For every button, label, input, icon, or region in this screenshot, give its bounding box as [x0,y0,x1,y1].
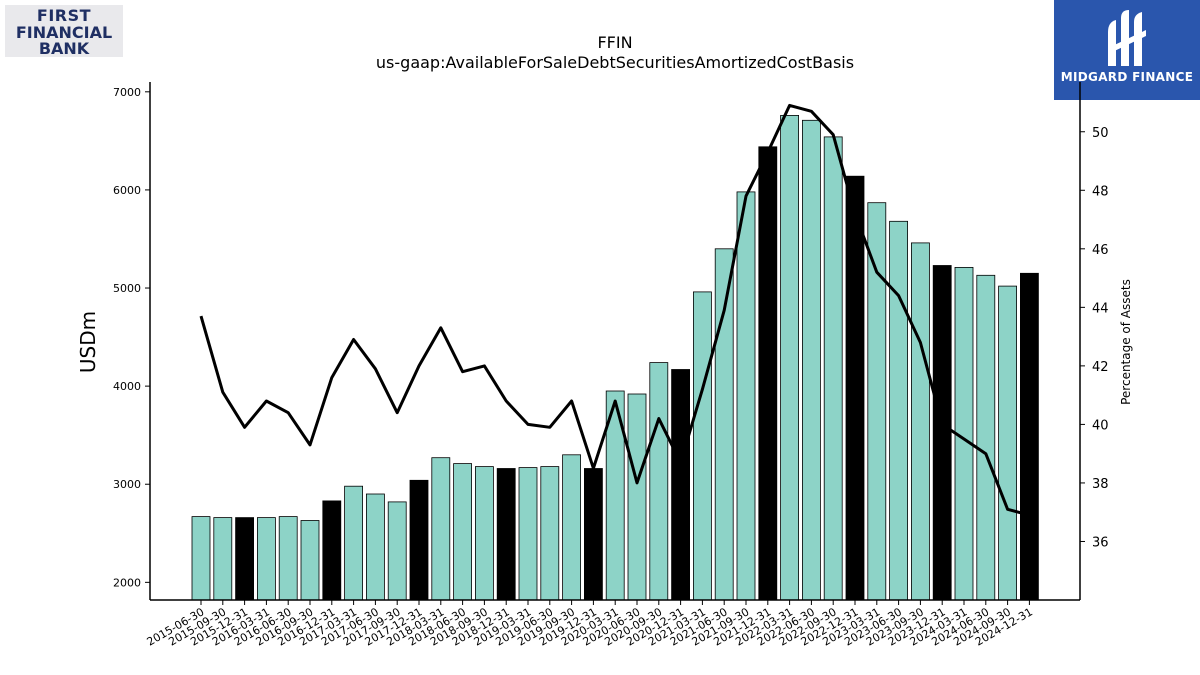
bar-2017-03-31 [344,485,364,601]
bar-2018-03-31 [431,457,451,601]
bar-2017-09-30 [387,501,407,601]
bar-2019-09-30 [562,454,581,601]
bar-2020-12-31 [671,369,690,601]
bar-2024-09-30 [998,285,1017,601]
bar-2022-06-30 [802,119,821,601]
bar-2018-12-31 [496,468,516,601]
axes: 2000 3000 4000 5000 6000 7000 36 38 40 42 44 46 48 50… [113,82,1109,649]
bar-2016-03-31 [256,517,276,601]
y2-tick-label: 40 [1092,418,1109,433]
bar-2020-06-30 [627,393,647,601]
y2-tick-label: 42 [1092,360,1109,375]
bar-2019-06-30 [540,466,560,601]
bar-2018-09-30 [474,466,494,601]
bar-series [191,115,1039,601]
y-tick-label: 2000 [113,576,141,589]
logo-right-text: MIDGARD FINANCE [1060,70,1194,84]
bar-2015-12-31 [235,517,255,601]
logo-left-line2: FINANCIAL [15,23,113,42]
y-tick-label: 4000 [113,380,141,393]
first-financial-bank-logo: FIRST FINANCIAL BANK [5,5,123,58]
y2-axis-label: Percentage of Assets [1119,279,1133,405]
bar-2018-06-30 [453,463,473,601]
bar-2023-03-31 [867,202,887,601]
bar-2016-12-31 [322,500,342,601]
bar-2020-09-30 [649,362,669,601]
y-tick-label: 6000 [113,184,141,197]
bar-2016-06-30 [278,516,298,601]
chart-title: FFIN [597,33,632,52]
bar-2015-09-30 [213,517,233,601]
bar-2024-06-30 [976,274,996,601]
bar-2021-06-30 [714,248,734,601]
bar-2022-09-30 [823,136,843,601]
y-tick-label: 5000 [113,282,141,295]
y2-tick-label: 48 [1092,184,1109,199]
bar-2021-03-31 [693,291,712,601]
bar-2019-03-31 [518,467,538,601]
y2-tick-label: 50 [1092,126,1109,141]
bar-2021-12-31 [758,146,778,601]
y2-tick-label: 46 [1092,243,1109,258]
logo-left-line3: BANK [38,39,90,58]
bar-2022-12-31 [845,175,865,601]
y2-tick-label: 36 [1092,535,1109,550]
bar-2019-12-31 [584,468,603,601]
bar-2017-12-31 [409,479,429,601]
bar-2023-06-30 [889,220,908,601]
y2-tick-label: 38 [1092,477,1109,492]
y-tick-label: 3000 [113,478,141,491]
bar-2023-12-31 [932,265,952,601]
bar-2016-09-30 [300,520,320,601]
y-axis-label: USDm [76,311,100,373]
midgard-finance-logo: MIDGARD FINANCE [1054,0,1200,100]
y2-tick-label: 44 [1092,301,1109,316]
bar-2017-06-30 [365,493,385,601]
bar-2024-12-31 [1020,272,1039,601]
y-tick-label: 7000 [113,86,141,99]
bar-2022-03-31 [780,115,799,601]
midgard-mark-icon [1108,10,1146,66]
percentage-line [199,103,1030,517]
chart-subtitle: us-gaap:AvailableForSaleDebtSecuritiesAm… [376,53,854,72]
logo-left-line1: FIRST [36,6,92,25]
bar-2021-09-30 [736,191,756,601]
bar-2015-06-30 [191,516,211,601]
bar-2023-09-30 [911,242,930,601]
line-series [199,103,1030,517]
